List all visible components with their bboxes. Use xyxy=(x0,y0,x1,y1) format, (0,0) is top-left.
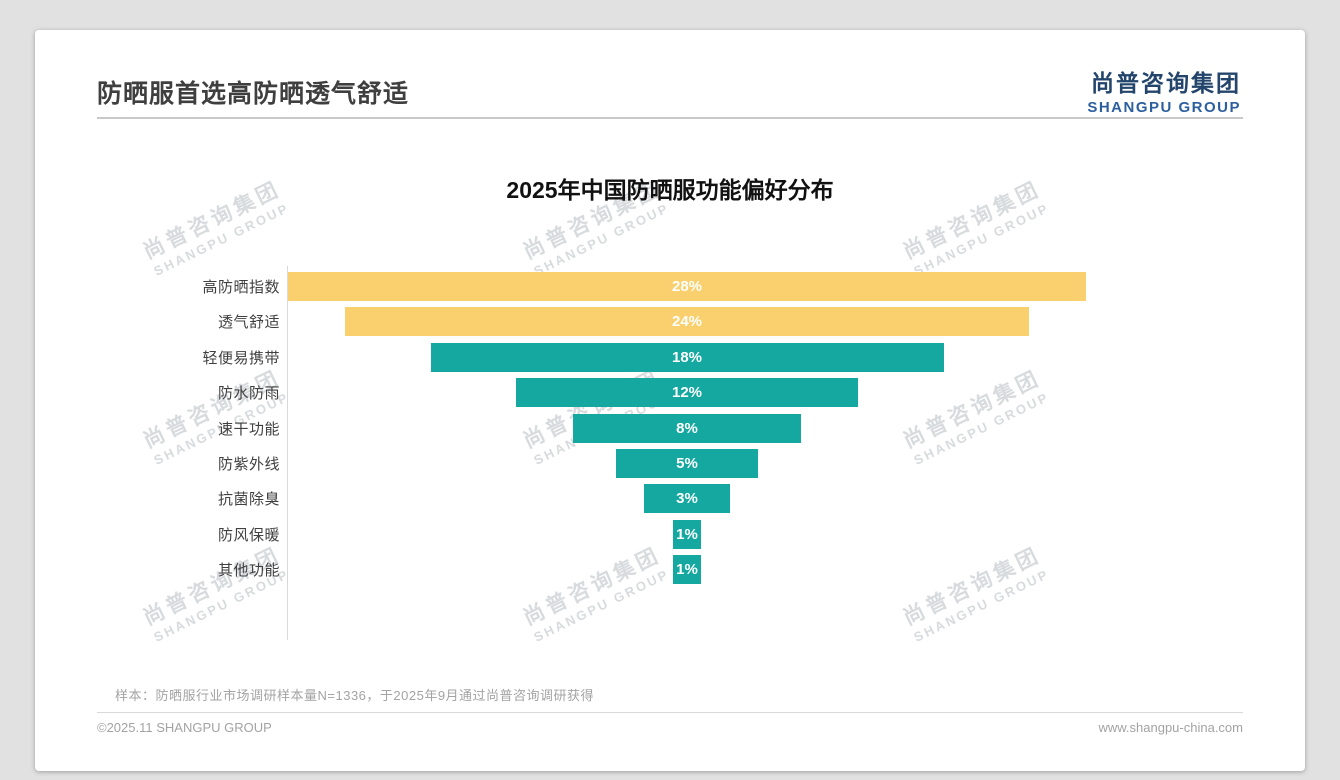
chart-axis-line xyxy=(287,266,288,640)
chart-row: 抗菌除臭 3% xyxy=(35,484,1305,514)
category-label: 防风保暖 xyxy=(217,526,280,544)
title-divider xyxy=(97,117,1243,119)
bar-track: 12% xyxy=(288,378,1086,408)
chart-row: 防风保暖 1% xyxy=(35,519,1305,549)
funnel-bar: 12% xyxy=(516,378,858,408)
bar-track: 28% xyxy=(288,272,1086,301)
funnel-bar: 5% xyxy=(615,448,759,478)
category-label: 轻便易携带 xyxy=(202,349,280,367)
category-label: 防水防雨 xyxy=(217,385,280,403)
chart-row: 轻便易携带 18% xyxy=(35,342,1305,372)
funnel-bar: 24% xyxy=(345,307,1029,337)
bar-value-label: 5% xyxy=(676,454,698,472)
chart-row: 速干功能 8% xyxy=(35,413,1305,443)
bar-track: 24% xyxy=(288,307,1086,337)
funnel-bar: 1% xyxy=(672,519,702,549)
logo-english-text: SHANGPU GROUP xyxy=(1087,99,1241,116)
slide-card: 尚普咨询集团 SHANGPU GROUP 尚普咨询集团 SHANGPU GROUP 尚普… xyxy=(35,30,1305,771)
category-label: 速干功能 xyxy=(217,420,280,438)
category-label: 抗菌除臭 xyxy=(217,491,280,509)
funnel-bar: 8% xyxy=(573,413,801,443)
company-logo: 尚普咨询集团 SHANGPU GROUP xyxy=(1087,64,1241,116)
chart-row: 防紫外线 5% xyxy=(35,448,1305,478)
funnel-chart: 高防晒指数 28% 透气舒适 24% 轻便易携带 18% 防水防雨 12% 速干功能 8% 防紫外线… xyxy=(35,272,1305,591)
chart-title: 2025年中国防晒服功能偏好分布 xyxy=(506,177,834,203)
bar-value-label: 12% xyxy=(671,384,703,402)
bar-value-label: 1% xyxy=(676,561,698,579)
page-title: 防晒服首选高防晒透气舒适 xyxy=(97,80,410,108)
bar-track: 1% xyxy=(288,519,1086,549)
bar-value-label: 28% xyxy=(671,278,703,295)
bar-value-label: 3% xyxy=(676,490,698,508)
footer-divider xyxy=(97,712,1243,713)
footer-copyright: ©2025.11 SHANGPU GROUP xyxy=(97,720,272,735)
footer-website: www.shangpu-china.com xyxy=(1098,720,1243,735)
chart-row: 透气舒适 24% xyxy=(35,307,1305,337)
bar-value-label: 1% xyxy=(676,525,698,543)
bar-value-label: 18% xyxy=(671,348,703,366)
category-label: 其他功能 xyxy=(217,562,280,580)
bar-track: 8% xyxy=(288,413,1086,443)
funnel-bar: 3% xyxy=(644,484,730,514)
footer: ©2025.11 SHANGPU GROUP www.shangpu-china… xyxy=(97,720,1243,735)
category-label: 防紫外线 xyxy=(217,455,280,473)
bar-value-label: 8% xyxy=(676,419,698,437)
chart-row: 其他功能 1% xyxy=(35,555,1305,585)
funnel-bar: 1% xyxy=(672,555,702,585)
chart-row: 高防晒指数 28% xyxy=(35,272,1305,301)
sample-note: 样本：防晒服行业市场调研样本量N=1336，于2025年9月通过尚普咨询调研获得 xyxy=(115,688,595,703)
category-label: 透气舒适 xyxy=(217,314,280,332)
bar-track: 5% xyxy=(288,448,1086,478)
bar-track: 1% xyxy=(288,555,1086,585)
funnel-bar: 28% xyxy=(288,272,1086,301)
bar-track: 18% xyxy=(288,342,1086,372)
logo-chinese-text: 尚普咨询集团 xyxy=(1091,70,1241,96)
category-label: 高防晒指数 xyxy=(202,279,280,296)
bar-track: 3% xyxy=(288,484,1086,514)
chart-row: 防水防雨 12% xyxy=(35,378,1305,408)
funnel-bar: 18% xyxy=(430,342,944,372)
bar-value-label: 24% xyxy=(671,313,703,331)
